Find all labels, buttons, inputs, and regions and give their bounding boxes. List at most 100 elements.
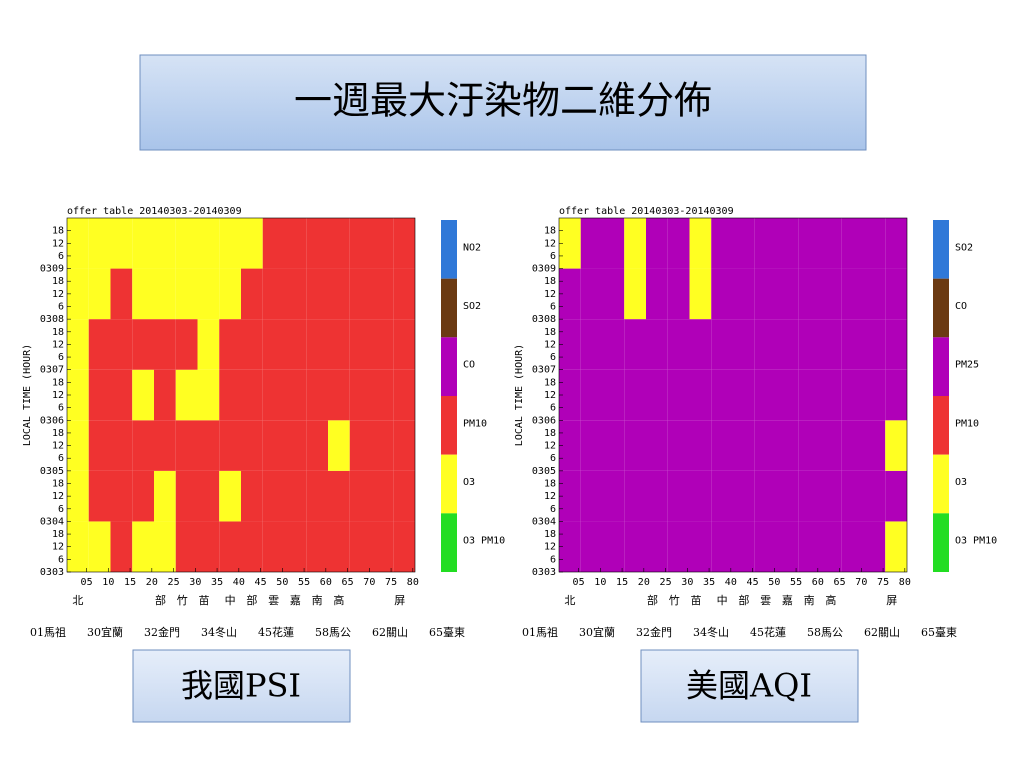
heatmap-cell [841, 420, 864, 471]
heatmap-cell [820, 268, 842, 320]
y-tick-label: 12 [544, 390, 556, 401]
heatmap-cell [110, 470, 133, 522]
heatmap-cell [624, 369, 646, 421]
heatmap-cell [371, 369, 394, 421]
heatmap-cell [602, 369, 625, 421]
x-tick-label: 75 [877, 577, 889, 588]
heatmap-cell [863, 470, 886, 522]
heatmap-cell [393, 319, 415, 370]
heatmap-cell [371, 218, 394, 269]
heatmap-cell [602, 521, 625, 572]
y-tick-label: 0303 [532, 567, 556, 578]
heatmap-cell [284, 470, 307, 522]
heatmap-cell [132, 369, 154, 421]
region-label: 屏 [394, 594, 405, 607]
heatmap-cell [175, 319, 198, 370]
region-label: 竹 [177, 593, 188, 607]
station-label: 58馬公 [315, 626, 351, 639]
legend-label: O3 [463, 477, 475, 488]
heatmap-cell [241, 420, 263, 471]
heatmap-cell [175, 369, 198, 421]
heatmap-cell [132, 218, 154, 269]
heatmap-cell [241, 218, 263, 269]
heatmap-cell [646, 470, 668, 522]
heatmap-cell [711, 420, 733, 471]
heatmap-cell [711, 268, 733, 320]
heatmap-cell [559, 521, 581, 572]
heatmap-cell [262, 218, 285, 269]
heatmap-cell [371, 319, 394, 370]
heatmap-cell [711, 218, 733, 269]
heatmap-cell [219, 319, 241, 370]
heatmap-cell [559, 218, 581, 269]
heatmap-cell [110, 319, 133, 370]
y-tick-label: 6 [58, 403, 64, 414]
heatmap-cell [689, 521, 712, 572]
heatmap-cell [371, 420, 394, 471]
heatmap-cell [624, 268, 646, 320]
y-tick-label: 18 [52, 276, 64, 287]
heatmap-cell [349, 420, 372, 471]
x-tick-label: 50 [768, 577, 780, 588]
x-tick-label: 45 [747, 577, 759, 588]
heatmap-cell [197, 218, 220, 269]
y-tick-label: 0304 [40, 516, 64, 527]
region-label: 竹 [669, 593, 680, 607]
region-label: 南 [804, 594, 815, 607]
heatmap-cell [219, 369, 241, 421]
station-label: 58馬公 [807, 626, 843, 639]
region-label: 南 [312, 594, 323, 607]
x-tick-label: 80 [899, 577, 911, 588]
y-tick-label: 18 [544, 276, 556, 287]
station-label: 62關山 [372, 626, 408, 639]
y-tick-label: 12 [52, 238, 64, 249]
heatmap-cell [284, 369, 307, 421]
heatmap-cell [110, 218, 133, 269]
legend-label: PM10 [955, 418, 979, 429]
region-label: 嘉 [782, 593, 793, 607]
legend-swatch [441, 337, 457, 396]
x-tick-label: 30 [189, 577, 201, 588]
heatmap-cell [733, 369, 755, 421]
heatmap-cell [602, 420, 625, 471]
heatmap-cell [689, 268, 712, 320]
heatmap-cell [262, 470, 285, 522]
heatmap-cell [624, 521, 646, 572]
heatmap-cell [88, 218, 111, 269]
chart-title: offer table 20140303-20140309 [67, 206, 242, 217]
heatmap-cell [580, 268, 603, 320]
legend-label: O3 [955, 477, 967, 488]
heatmap-cell [798, 521, 820, 572]
legend-swatch [933, 337, 949, 396]
heatmap-cell [667, 319, 690, 370]
heatmap-cell [754, 218, 777, 269]
heatmap-cell [284, 420, 307, 471]
legend-swatch [441, 220, 457, 279]
heatmap-cell [88, 470, 111, 522]
heatmap-cell [885, 319, 907, 370]
x-tick-label: 45 [255, 577, 267, 588]
heatmap-cell [132, 470, 154, 522]
y-tick-label: 12 [52, 390, 64, 401]
region-label: 苗 [691, 594, 702, 607]
heatmap-cell [393, 218, 415, 269]
heatmap-cell [67, 268, 89, 320]
x-tick-label: 15 [616, 577, 628, 588]
y-tick-label: 0306 [532, 415, 556, 426]
y-tick-label: 0309 [532, 264, 556, 275]
x-tick-label: 50 [276, 577, 288, 588]
heatmap-cell [132, 521, 154, 572]
y-tick-label: 12 [52, 441, 64, 452]
heatmap-cell [110, 420, 133, 471]
heatmap-cell [306, 470, 328, 522]
heatmap-cell [132, 420, 154, 471]
y-tick-label: 18 [52, 479, 64, 490]
y-tick-label: 6 [550, 251, 556, 262]
heatmap-cell [667, 420, 690, 471]
heatmap-cell [689, 319, 712, 370]
station-label: 30宜蘭 [579, 625, 615, 639]
y-tick-label: 18 [52, 327, 64, 338]
legend-label: SO2 [463, 301, 481, 312]
heatmap-cell [646, 319, 668, 370]
heatmap-cell [711, 521, 733, 572]
